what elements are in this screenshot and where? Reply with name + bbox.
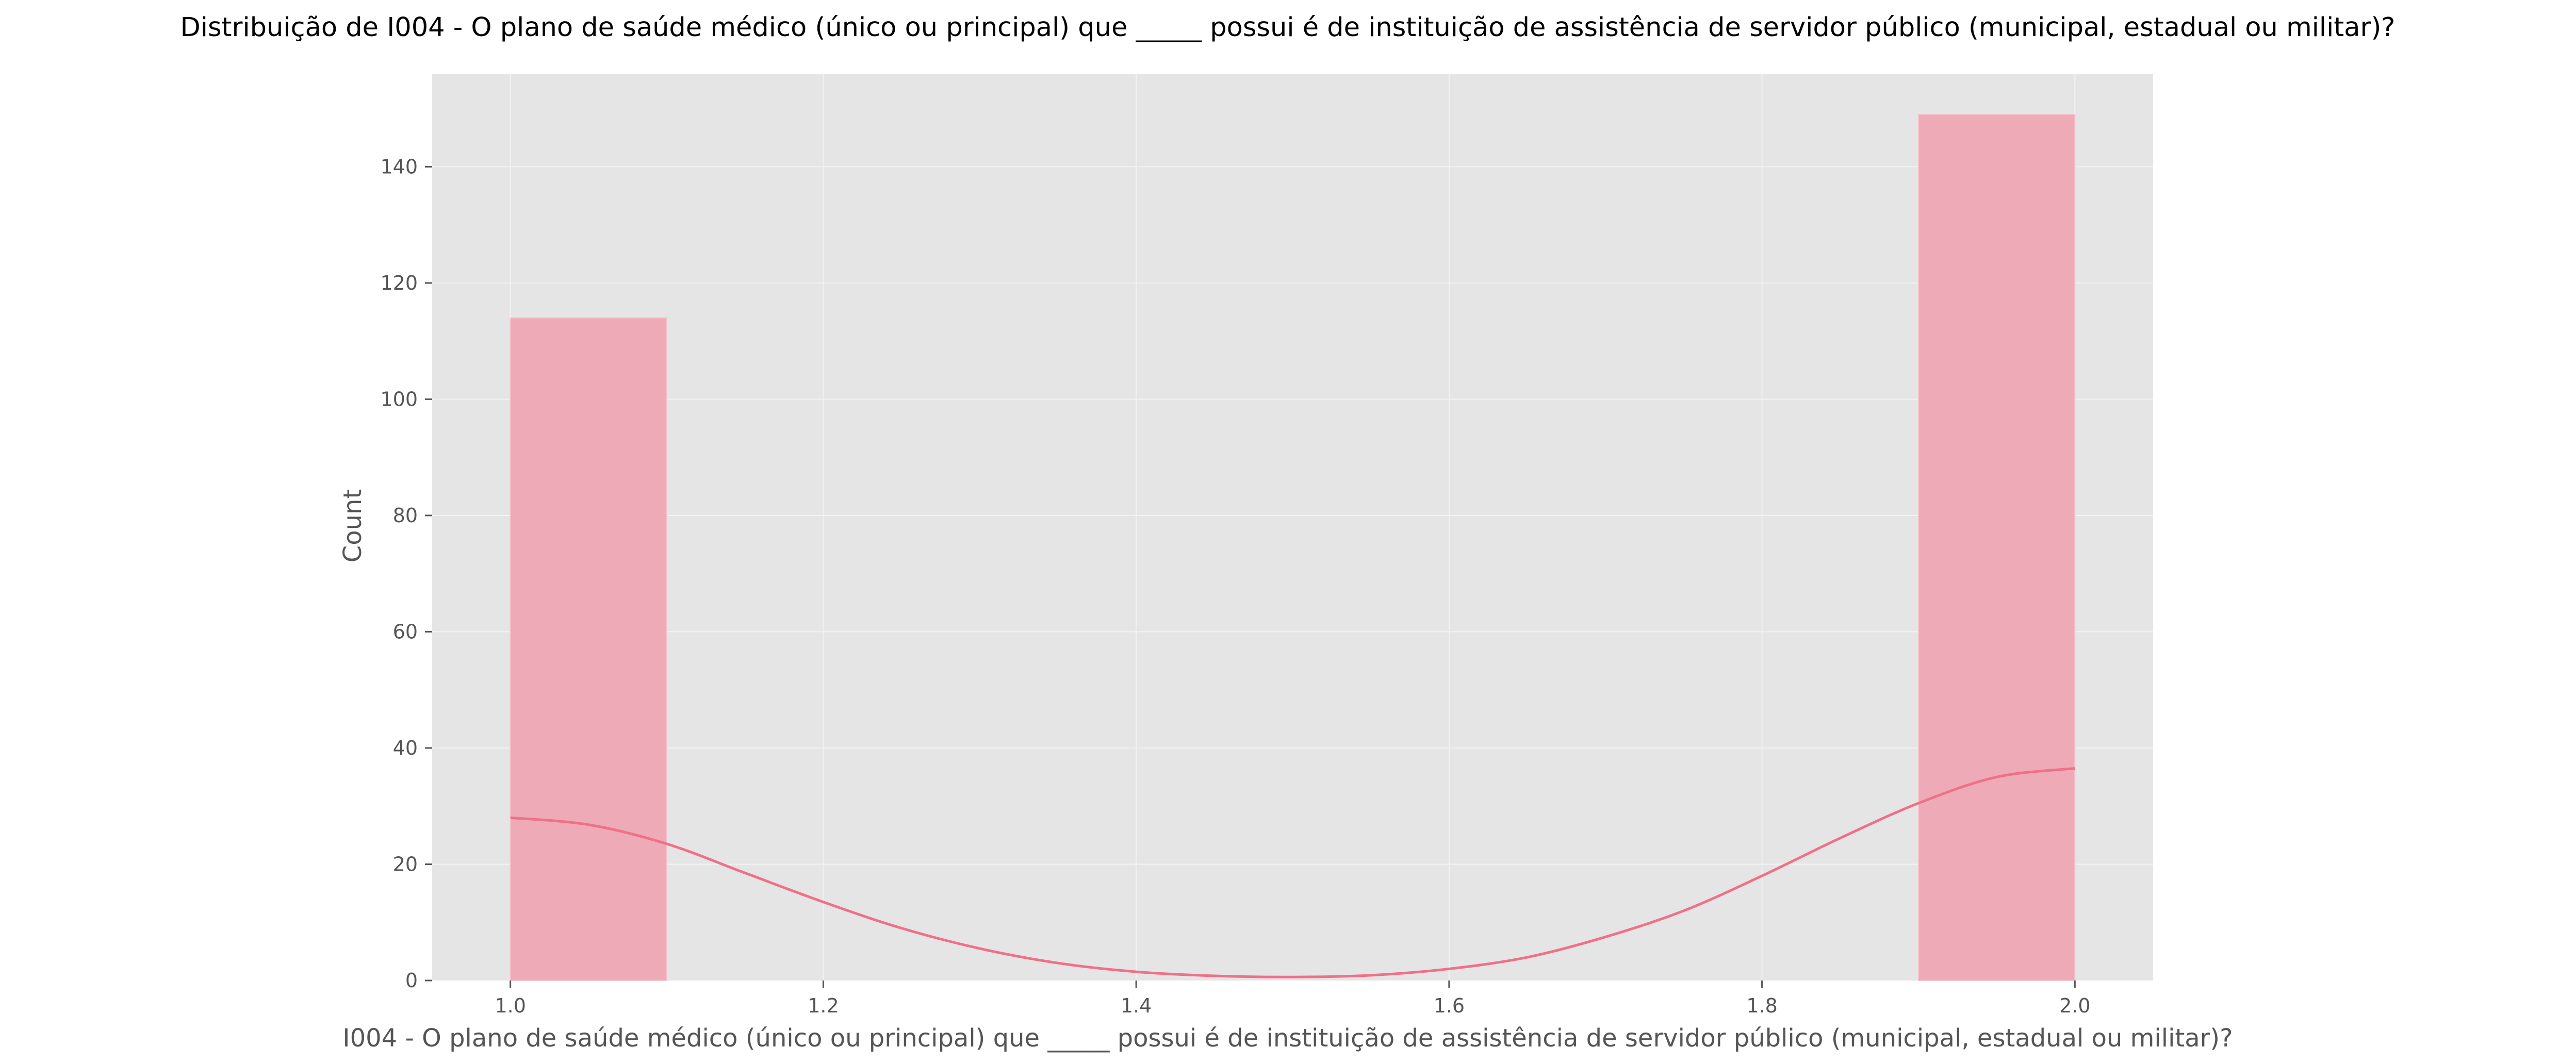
y-tick-label: 140 <box>380 155 418 178</box>
plot-area <box>432 74 2153 980</box>
histogram-bar <box>1917 113 2076 982</box>
x-axis-label: I004 - O plano de saúde médico (único ou… <box>342 1024 2233 1053</box>
kde-curve-group <box>510 767 2075 978</box>
chart-title: Distribuição de I004 - O plano de saúde … <box>181 12 2395 43</box>
histogram-bar <box>510 317 668 981</box>
y-tick-label: 120 <box>380 272 418 294</box>
y-axis-ticks: 0 20 40 60 80 100 120 140 <box>380 155 432 992</box>
x-tick-label: 1.0 <box>495 994 526 1017</box>
bars-group <box>510 113 2076 982</box>
x-tick-label: 2.0 <box>2059 994 2090 1017</box>
y-tick-label: 80 <box>393 504 418 527</box>
x-tick-label: 1.4 <box>1121 994 1152 1017</box>
y-tick-label: 0 <box>405 969 418 992</box>
x-tick-label: 1.2 <box>808 994 839 1017</box>
kde-line <box>510 767 2075 978</box>
x-axis-ticks: 1.0 1.2 1.4 1.6 1.8 2.0 <box>495 980 2091 1017</box>
x-tick-label: 1.8 <box>1746 994 1777 1017</box>
y-tick-label: 20 <box>393 853 418 875</box>
y-tick-label: 60 <box>393 620 418 643</box>
x-tick-label: 1.6 <box>1434 994 1465 1017</box>
y-tick-label: 100 <box>380 388 418 410</box>
y-axis-label: Count <box>338 489 367 563</box>
y-tick-label: 40 <box>393 737 418 759</box>
